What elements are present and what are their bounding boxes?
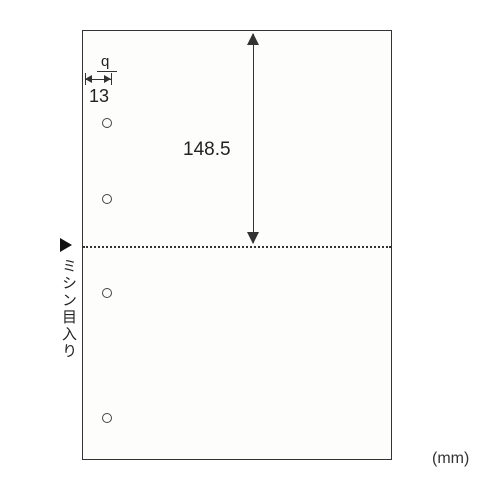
perforation-line <box>83 246 391 248</box>
arrowhead-down <box>247 232 259 244</box>
perforation-marker-icon <box>60 238 72 252</box>
punch-hole <box>102 194 112 204</box>
punch-hole <box>102 118 112 128</box>
margin-value: 13 <box>89 86 109 107</box>
arrowhead-up <box>247 33 259 45</box>
arrowhead-left <box>85 75 92 83</box>
paper-sheet: 148.5 q 13 <box>82 30 392 460</box>
arrowhead-right <box>104 75 111 83</box>
punch-hole <box>102 413 112 423</box>
unit-label: (mm) <box>432 450 469 468</box>
dimension-label-height: 148.5 <box>183 139 231 161</box>
dimension-line-vertical <box>253 34 254 243</box>
punch-hole <box>102 288 112 298</box>
perforation-label: ミシン目入り <box>58 258 79 360</box>
margin-symbol: q <box>101 53 109 70</box>
margin-symbol-underline <box>97 71 117 72</box>
margin-tick-right <box>111 73 112 85</box>
